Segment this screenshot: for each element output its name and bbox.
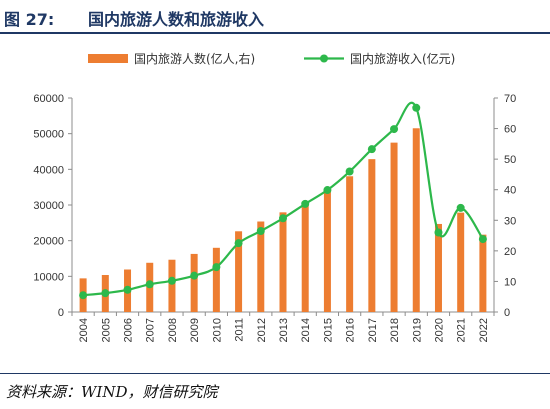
revenue-point-2008 xyxy=(167,276,176,285)
legend-bar-label: 国内旅游人数(亿人,右) xyxy=(134,51,255,66)
revenue-point-2013 xyxy=(279,214,287,223)
x-axis-tick-label: 2020 xyxy=(433,318,445,342)
bar-2009 xyxy=(190,253,198,312)
source-note: 资料来源：WIND，财信研究院 xyxy=(6,383,218,401)
bar-2019 xyxy=(412,128,420,312)
revenue-point-2012 xyxy=(256,227,265,236)
x-axis-tick-label: 2018 xyxy=(389,318,401,342)
bar-2018 xyxy=(390,142,398,312)
revenue-point-2018 xyxy=(390,125,399,134)
revenue-point-2006 xyxy=(123,285,132,294)
right-axis-tick-label: 0 xyxy=(504,307,510,319)
revenue-point-2015 xyxy=(323,186,332,195)
bar-2012 xyxy=(257,221,265,312)
bar-2015 xyxy=(323,189,331,312)
x-axis-tick-label: 2005 xyxy=(100,318,112,342)
revenue-point-2009 xyxy=(190,271,199,280)
chart-axes: 0 10000 20000 30000 40000 50000 60000 0 10 20 30 40… xyxy=(33,93,516,342)
revenue-point-2005 xyxy=(101,289,110,298)
x-axis-tick-label: 2021 xyxy=(456,318,468,342)
left-axis-tick-label: 0 xyxy=(58,307,64,319)
x-axis-tick-label: 2017 xyxy=(367,318,379,342)
bar-2016 xyxy=(346,176,354,312)
right-axis-tick-label: 30 xyxy=(504,215,516,227)
revenue-point-2017 xyxy=(367,145,376,154)
revenue-point-2011 xyxy=(234,239,243,248)
right-axis-tick-label: 40 xyxy=(504,185,516,197)
revenue-point-2020 xyxy=(434,228,443,237)
left-axis-tick-label: 50000 xyxy=(33,129,64,141)
figure-number: 图 27: xyxy=(4,10,55,29)
revenue-point-2019 xyxy=(412,103,421,112)
bar-2022 xyxy=(479,234,487,312)
bar-2017 xyxy=(368,159,376,312)
left-axis-tick-label: 30000 xyxy=(33,200,64,212)
x-axis-tick-label: 2010 xyxy=(211,318,223,342)
right-axis-tick-label: 20 xyxy=(504,246,516,258)
figure-title-bar: 图 27: 国内旅游人数和旅游收入 xyxy=(0,0,550,30)
revenue-point-2016 xyxy=(345,167,354,176)
source-divider xyxy=(0,373,550,374)
legend-line-marker xyxy=(320,54,328,63)
x-axis-tick-label: 2009 xyxy=(189,318,201,342)
x-axis-tick-label: 2013 xyxy=(278,318,290,342)
figure-title: 国内旅游人数和旅游收入 xyxy=(88,10,265,29)
bar-2014 xyxy=(301,201,309,312)
x-axis-tick-label: 2012 xyxy=(256,318,268,342)
legend-bar-swatch xyxy=(88,54,128,63)
revenue-point-2010 xyxy=(212,263,221,272)
revenue-point-2004 xyxy=(79,291,88,300)
bar-2021 xyxy=(457,212,465,312)
left-axis-tick-label: 20000 xyxy=(33,236,64,248)
revenue-point-2021 xyxy=(456,203,465,212)
left-axis-tick-label: 10000 xyxy=(33,271,64,283)
chart-svg: 国内旅游人数(亿人,右) 国内旅游收入(亿元) 0 10000 20000 30000 4… xyxy=(33,51,516,342)
x-axis-tick-label: 2006 xyxy=(123,318,135,342)
bar-2013 xyxy=(279,212,287,312)
revenue-point-2007 xyxy=(145,280,154,289)
bar-2020 xyxy=(434,223,442,312)
line-series xyxy=(79,101,487,300)
x-axis-tick-label: 2014 xyxy=(300,318,312,342)
title-divider xyxy=(0,32,550,34)
x-axis-tick-label: 2019 xyxy=(411,318,423,342)
bar-2011 xyxy=(235,231,243,312)
right-axis-tick-label: 50 xyxy=(504,154,516,166)
bar-2010 xyxy=(212,247,220,312)
legend-line-label: 国内旅游收入(亿元) xyxy=(350,51,455,66)
x-axis-tick-label: 2011 xyxy=(234,318,246,342)
revenue-point-2014 xyxy=(301,199,310,208)
x-axis-tick-label: 2007 xyxy=(145,318,157,342)
revenue-point-2022 xyxy=(478,235,487,244)
right-axis-tick-label: 60 xyxy=(504,124,516,136)
left-axis-tick-label: 40000 xyxy=(33,164,64,176)
right-axis-tick-label: 10 xyxy=(504,276,516,288)
x-axis-tick-label: 2022 xyxy=(478,318,490,342)
x-axis-tick-label: 2015 xyxy=(322,318,334,342)
right-axis-tick-label: 70 xyxy=(504,93,516,105)
chart-legend: 国内旅游人数(亿人,右) 国内旅游收入(亿元) xyxy=(88,51,455,66)
x-axis-tick-label: 2004 xyxy=(78,318,90,342)
left-axis-tick-label: 60000 xyxy=(33,93,64,105)
x-axis-tick-label: 2008 xyxy=(167,318,179,342)
bar-2008 xyxy=(168,259,176,312)
x-axis-tick-label: 2016 xyxy=(345,318,357,342)
